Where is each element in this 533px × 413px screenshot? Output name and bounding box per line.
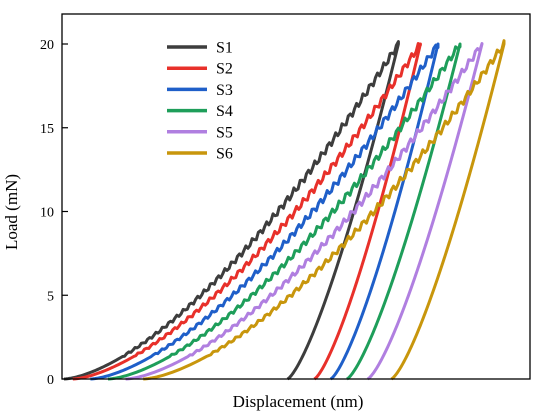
plot-frame <box>61 13 531 380</box>
legend-label-s1: S1 <box>216 40 233 57</box>
legend-label-s6: S6 <box>216 146 233 163</box>
series-curve-s6 <box>143 39 506 381</box>
y-tick-label: 10 <box>40 206 54 221</box>
series-curve-s1 <box>63 40 400 381</box>
legend-label-s2: S2 <box>216 61 233 78</box>
legend-label-s4: S4 <box>216 103 233 120</box>
y-tick-label: 0 <box>47 373 54 388</box>
legend-label-s3: S3 <box>216 82 233 99</box>
legend: S1 S2 S3 S4 S5 S6 <box>167 40 233 163</box>
y-tick-label: 15 <box>40 122 54 137</box>
y-tick-label: 5 <box>47 289 54 304</box>
series-curve-s2 <box>72 42 422 381</box>
x-axis-title: Displacement (nm) <box>233 392 364 411</box>
y-axis-ticks: 0 5 10 15 20 <box>40 38 68 388</box>
series-curve-s4 <box>107 42 462 381</box>
series-curve-s3 <box>90 42 440 381</box>
y-axis-title: Load (mN) <box>2 174 21 250</box>
legend-label-s5: S5 <box>216 124 233 141</box>
curves-layer <box>63 39 506 381</box>
y-tick-label: 20 <box>40 38 54 53</box>
series-curve-s5 <box>125 42 484 381</box>
